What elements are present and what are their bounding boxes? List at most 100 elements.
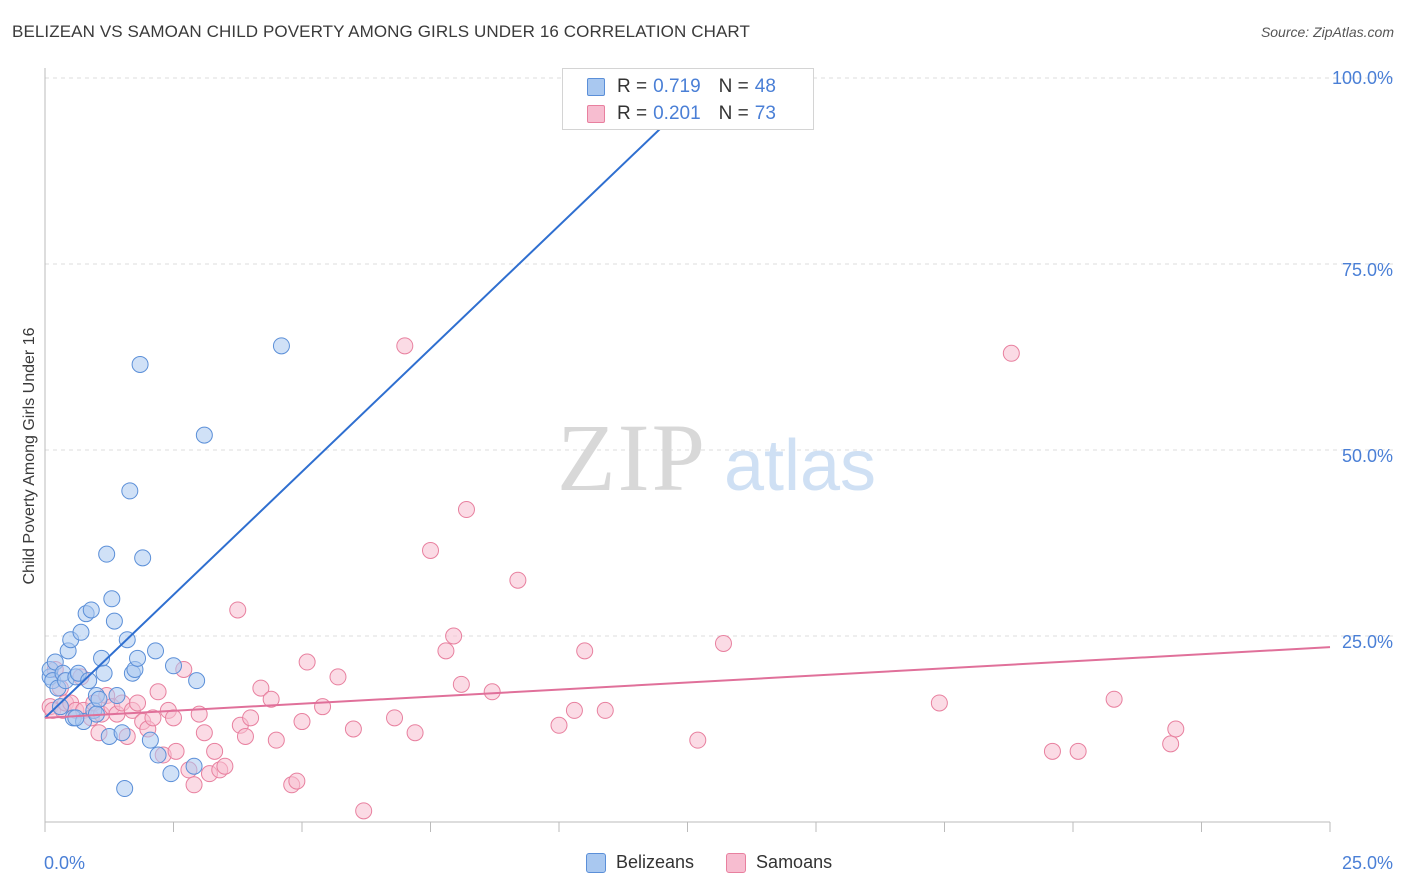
samoan-point — [1167, 720, 1185, 738]
samoan-point — [596, 701, 614, 719]
legend-item-belizeans[interactable]: Belizeans — [586, 852, 694, 873]
tick-labels: 0.0% 25.0% 25.0% 50.0% 75.0% 100.0% — [44, 68, 1393, 873]
samoan-point — [298, 653, 316, 671]
legend-n-label: N = — [718, 76, 749, 97]
samoan-point — [386, 709, 404, 727]
samoan-point — [550, 716, 568, 734]
x-tick-label: 25.0% — [1342, 853, 1393, 873]
samoan-point — [422, 541, 439, 559]
legend-stats: R = 0.719 N = 48 R = 0.201 N = 73 — [562, 68, 814, 130]
legend-series: Belizeans Samoans — [586, 852, 864, 873]
legend-n-value: 48 — [754, 76, 776, 97]
samoan-point — [483, 683, 501, 701]
legend-swatch-belizeans — [587, 78, 605, 96]
belizean-point — [98, 545, 116, 563]
belizean-point — [149, 746, 167, 764]
samoan-point — [355, 802, 373, 820]
samoan-point — [344, 720, 362, 738]
samoan-point — [406, 724, 424, 742]
belizean-point — [188, 672, 206, 690]
belizean-point — [103, 590, 121, 608]
axis-layer — [44, 68, 1331, 832]
belizean-point — [147, 642, 165, 660]
samoan-point — [229, 601, 247, 619]
samoan-point — [1105, 690, 1123, 708]
samoan-point — [144, 709, 162, 727]
belizean-point — [80, 672, 98, 690]
trend-layer — [44, 77, 1331, 719]
samoan-trendline — [44, 646, 1331, 719]
samoan-point — [1162, 735, 1180, 753]
samoan-point — [1002, 344, 1020, 362]
grid-layer — [45, 77, 1395, 637]
belizean-trendline — [44, 77, 714, 719]
samoan-point — [329, 668, 347, 686]
belizean-point — [105, 612, 123, 630]
samoan-point — [165, 709, 182, 727]
samoan-point — [452, 675, 470, 693]
legend-r-value: 0.719 — [653, 76, 701, 97]
watermark: ZIP atlas — [557, 404, 876, 511]
chart-title: BELIZEAN VS SAMOAN CHILD POVERTY AMONG G… — [12, 22, 750, 41]
legend-r-label: R = — [617, 76, 648, 97]
belizean-point — [129, 649, 147, 667]
legend-n-label: N = — [718, 103, 749, 124]
belizean-point — [108, 687, 126, 705]
belizean-point — [131, 355, 149, 373]
legend-swatch-samoans — [726, 852, 747, 873]
samoan-point — [509, 571, 527, 589]
x-tick-label: 0.0% — [44, 853, 85, 873]
samoan-point — [129, 694, 147, 712]
legend-r-label: R = — [617, 103, 648, 124]
samoan-point — [262, 690, 280, 708]
legend-item-samoans[interactable]: Samoans — [726, 852, 832, 873]
samoan-point — [236, 727, 254, 745]
legend-swatch-belizeans — [586, 852, 606, 873]
belizean-point — [134, 549, 152, 567]
belizean-point — [141, 731, 159, 749]
belizean-point — [272, 337, 290, 355]
belizean-point — [165, 657, 182, 675]
legend-row-samoans: R = 0.201 N = 73 — [587, 102, 776, 126]
belizean-point — [162, 765, 180, 783]
samoan-point — [216, 757, 234, 775]
samoan-point — [288, 772, 306, 790]
y-axis-title: Child Poverty Among Girls Under 16 — [21, 327, 38, 585]
samoan-point — [457, 501, 475, 519]
samoan-point — [576, 642, 594, 660]
samoan-point — [689, 731, 707, 749]
samoan-point — [396, 337, 414, 355]
y-tick-label: 75.0% — [1342, 260, 1393, 280]
belizean-point — [67, 709, 85, 727]
belizean-point — [116, 780, 134, 798]
legend-label-belizeans: Belizeans — [616, 852, 695, 872]
samoan-point — [252, 679, 270, 697]
samoan-point — [167, 742, 185, 760]
samoan-point — [195, 724, 213, 742]
samoan-point — [445, 627, 463, 645]
legend-label-samoans: Samoans — [756, 852, 833, 872]
samoan-point — [314, 698, 332, 716]
watermark-zip: ZIP — [557, 404, 707, 511]
samoan-point — [714, 634, 732, 652]
samoan-point — [185, 776, 203, 794]
belizean-point — [121, 482, 139, 500]
watermark-atlas: atlas — [724, 426, 876, 506]
samoan-point — [149, 683, 167, 701]
samoan-point — [437, 642, 455, 660]
belizean-point — [72, 623, 90, 641]
y-tick-label: 25.0% — [1342, 632, 1393, 652]
legend-r-value: 0.201 — [653, 103, 701, 124]
legend-n-value: 73 — [754, 103, 776, 124]
chart-source: Source: ZipAtlas.com — [1260, 24, 1394, 40]
samoan-point — [267, 731, 285, 749]
legend-swatch-samoans — [587, 105, 605, 123]
samoan-point — [242, 709, 260, 727]
belizean-point — [82, 601, 100, 619]
samoan-point — [1069, 742, 1087, 760]
legend-row-belizeans: R = 0.719 N = 48 — [587, 75, 776, 99]
belizean-point — [195, 426, 213, 444]
samoan-point — [565, 701, 583, 719]
belizean-point — [90, 690, 108, 708]
